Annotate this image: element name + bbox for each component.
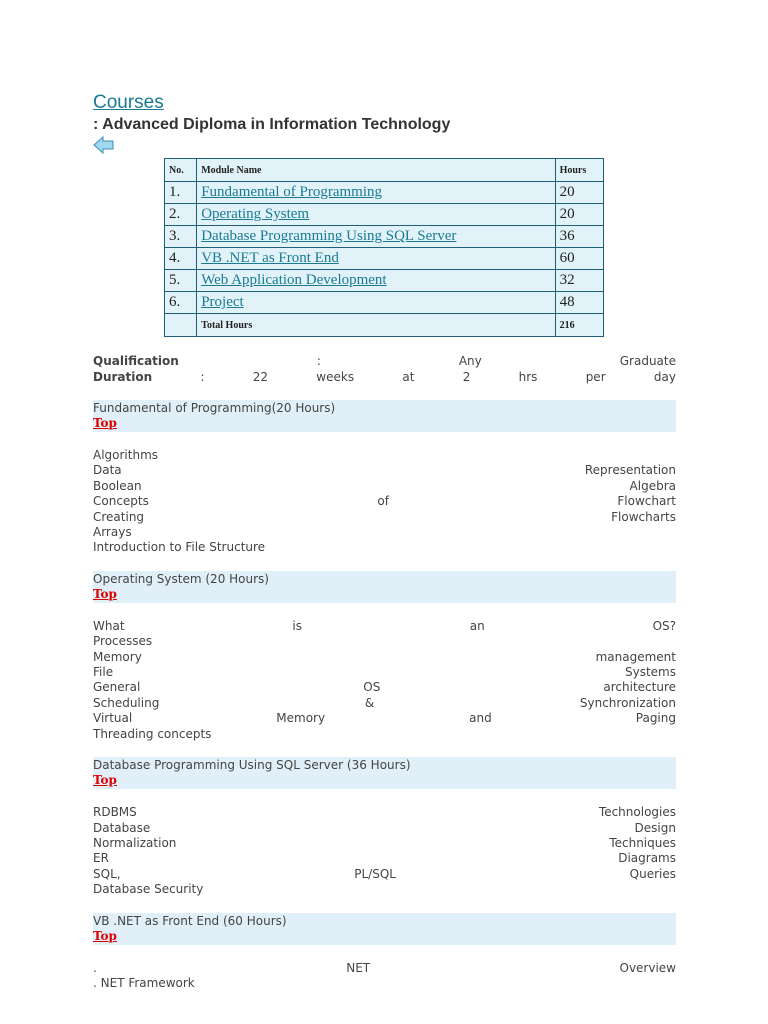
section-title: Operating System (20 Hours) <box>93 571 269 586</box>
section-items: What is an OS? Processes Memory management… <box>93 619 676 742</box>
section-item: Creating Flowcharts <box>93 509 676 524</box>
table-row: 2. Operating System 20 <box>163 203 605 226</box>
info-line: Qualification : Any Graduate <box>93 354 676 370</box>
section-item: Concepts of Flowchart <box>93 494 676 509</box>
section-item: Virtual Memory and Paging <box>93 711 676 726</box>
table-cell: 36 <box>554 225 605 248</box>
table-cell: 3. <box>163 225 198 248</box>
section-title: VB .NET as Front End (60 Hours) <box>93 913 287 928</box>
section-item: Database Security <box>93 882 204 897</box>
table-cell: 6. <box>163 291 198 314</box>
page-title[interactable]: Courses <box>93 92 164 113</box>
section-item: What is an OS? <box>93 618 676 633</box>
section-item: RDBMS Technologies <box>93 805 676 820</box>
module-link[interactable]: VB .NET as Front End <box>201 250 339 266</box>
section-item: SQL, PL/SQL Queries <box>93 866 676 881</box>
module-link[interactable]: Database Programming Using SQL Server <box>201 228 457 244</box>
total-empty <box>163 313 198 337</box>
top-link[interactable]: Top <box>93 773 117 788</box>
top-link[interactable]: Top <box>93 928 117 943</box>
info-value: : Any Graduate <box>316 354 676 368</box>
section-header: Operating System (20 Hours) Top <box>93 570 676 603</box>
table-cell: Database Programming Using SQL Server <box>196 225 556 248</box>
page-subtitle: : Advanced Diploma in Information Techno… <box>93 116 451 133</box>
top-link[interactable]: Top <box>93 586 117 601</box>
module-link[interactable]: Operating System <box>201 206 310 222</box>
table-cell: VB .NET as Front End <box>196 247 556 270</box>
table-cell: 2. <box>163 203 198 226</box>
info-value: : 22 weeks at 2 hrs per day <box>200 369 676 384</box>
table-cell: 48 <box>554 291 605 314</box>
column-header: Module Name <box>196 158 556 182</box>
section-header: Fundamental of Programming(20 Hours) Top <box>93 400 676 432</box>
section-items: RDBMS Technologies Database Design Normali… <box>93 805 676 897</box>
column-header: No. <box>163 158 198 182</box>
info-line: Duration : 22 weeks at 2 hrs per day <box>93 370 676 386</box>
section-items: . NET Overview. NET Framework <box>93 961 676 992</box>
table-row: 3. Database Programming Using SQL Server 3… <box>163 225 605 248</box>
section-items: Algorithms Data Representation Boolean Alg… <box>93 448 676 556</box>
table-cell: Web Application Development <box>196 269 556 292</box>
section-header: Database Programming Using SQL Server (3… <box>93 757 676 790</box>
section-item: Arrays <box>93 525 132 540</box>
sections: Fundamental of Programming(20 Hours) Top A… <box>93 400 676 991</box>
section-item: General OS architecture <box>93 680 676 695</box>
section-item: Processes <box>93 634 153 649</box>
section-item: ER Diagrams <box>93 851 676 866</box>
section-item: . NET Framework <box>93 975 195 990</box>
module-table: No. Module Name Hours 1. Fundamental of Prog… <box>163 158 605 337</box>
table-cell: Fundamental of Programming <box>196 181 556 204</box>
table-row: 6. Project 48 <box>163 291 605 314</box>
section-item: Algorithms <box>93 448 159 462</box>
table-cell: Operating System <box>196 203 556 226</box>
section-item: Database Design <box>93 820 676 835</box>
total-label: Total Hours <box>196 313 556 337</box>
module-link[interactable]: Fundamental of Programming <box>201 184 382 200</box>
content: Courses : Advanced Diploma in Informatio… <box>93 92 676 991</box>
info-label: Duration <box>93 369 153 384</box>
top-link[interactable]: Top <box>93 416 117 430</box>
table-cell: 32 <box>554 269 605 292</box>
section-item: File Systems <box>93 665 676 680</box>
section-title: Fundamental of Programming(20 Hours) <box>93 401 336 415</box>
table-cell: 4. <box>163 247 198 270</box>
column-header: Hours <box>554 158 605 182</box>
back-arrow[interactable] <box>93 135 115 155</box>
table-cell: 20 <box>554 181 605 204</box>
module-link[interactable]: Web Application Development <box>201 272 387 288</box>
table-cell: 1. <box>163 181 198 204</box>
table-row: 5. Web Application Development 32 <box>163 269 605 292</box>
section-item: Boolean Algebra <box>93 478 676 493</box>
section-header: VB .NET as Front End (60 Hours) Top <box>93 912 676 945</box>
section-item: Introduction to File Structure <box>93 540 266 555</box>
info: Qualification : Any Graduate Duration : 2… <box>93 354 676 385</box>
total-value: 216 <box>554 313 605 337</box>
section-item: Scheduling & Synchronization <box>93 695 676 710</box>
table-cell: Project <box>196 291 556 314</box>
info-label: Qualification <box>93 354 179 368</box>
table-row: 1. Fundamental of Programming 20 <box>163 181 605 204</box>
section-item: Data Representation <box>93 463 676 478</box>
module-link[interactable]: Project <box>201 294 244 310</box>
table-cell: 5. <box>163 269 198 292</box>
section-title: Database Programming Using SQL Server (3… <box>93 758 411 773</box>
header-row: No. Module Name Hours <box>163 158 605 182</box>
section-item: Memory management <box>93 649 676 664</box>
total-row: Total Hours 216 <box>163 313 605 337</box>
section-item: Normalization Techniques <box>93 835 676 850</box>
table-row: 4. VB .NET as Front End 60 <box>163 247 605 270</box>
table-cell: 60 <box>554 247 605 270</box>
section-item: Threading concepts <box>93 726 212 741</box>
table-cell: 20 <box>554 203 605 226</box>
section-item: . NET Overview <box>93 960 676 975</box>
